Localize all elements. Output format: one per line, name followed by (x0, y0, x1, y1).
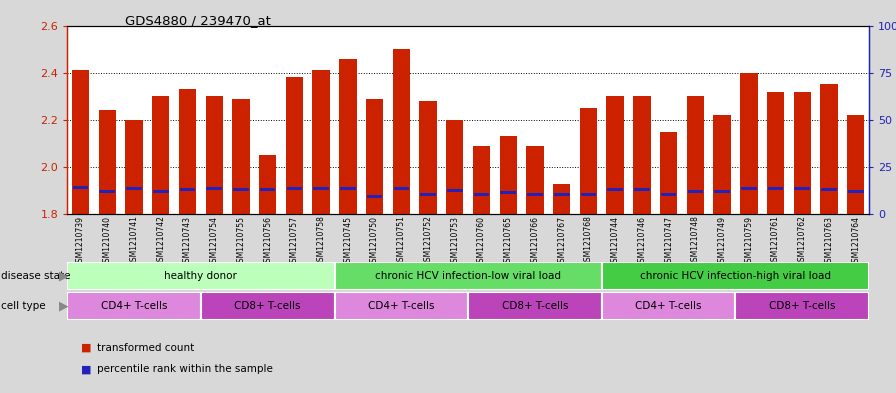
Text: transformed count: transformed count (97, 343, 194, 353)
Text: disease state: disease state (1, 271, 71, 281)
Text: ▶: ▶ (59, 299, 69, 313)
Bar (468, 292, 602, 320)
Text: chronic HCV infection-high viral load: chronic HCV infection-high viral load (640, 271, 831, 281)
Bar (259, 155, 276, 214)
Bar (392, 49, 410, 214)
Text: GDS4880 / 239470_at: GDS4880 / 239470_at (125, 14, 271, 27)
Bar (822, 188, 837, 191)
Bar (501, 191, 516, 195)
Bar (313, 70, 330, 214)
Bar (152, 96, 169, 214)
Bar (67, 262, 334, 290)
Bar (821, 84, 838, 214)
Bar (713, 115, 731, 214)
Text: cell type: cell type (1, 301, 46, 311)
Text: healthy donor: healthy donor (164, 271, 237, 281)
Bar (201, 292, 334, 320)
Bar (286, 77, 303, 214)
Bar (794, 92, 811, 214)
Bar (314, 187, 329, 190)
Bar (67, 292, 201, 320)
Bar (848, 190, 864, 193)
Bar (607, 188, 623, 191)
Bar (180, 188, 195, 191)
Text: CD4+ T-cells: CD4+ T-cells (368, 301, 435, 311)
Bar (602, 292, 736, 320)
Bar (206, 187, 222, 190)
Bar (500, 136, 517, 214)
Bar (768, 187, 783, 190)
Bar (602, 262, 869, 290)
Bar (660, 132, 677, 214)
Text: CD8+ T-cells: CD8+ T-cells (502, 301, 568, 311)
Bar (233, 188, 249, 191)
Bar (447, 189, 462, 192)
Bar (736, 292, 869, 320)
Text: CD8+ T-cells: CD8+ T-cells (769, 301, 836, 311)
Bar (661, 193, 676, 196)
Bar (714, 190, 730, 193)
Bar (153, 190, 168, 193)
Bar (334, 262, 602, 290)
Bar (474, 193, 489, 196)
Bar (581, 193, 596, 196)
Bar (607, 96, 624, 214)
Bar (767, 92, 784, 214)
Text: ■: ■ (81, 343, 91, 353)
Bar (340, 59, 357, 214)
Bar (795, 187, 810, 190)
Bar (526, 146, 544, 214)
Bar (366, 99, 383, 214)
Bar (553, 184, 571, 214)
Bar (125, 120, 142, 214)
Bar (232, 99, 250, 214)
Bar (686, 96, 704, 214)
Text: chronic HCV infection-low viral load: chronic HCV infection-low viral load (375, 271, 561, 281)
Text: ▶: ▶ (59, 269, 69, 283)
Bar (633, 96, 650, 214)
Text: CD8+ T-cells: CD8+ T-cells (235, 301, 301, 311)
Bar (72, 70, 90, 214)
Bar (419, 101, 436, 214)
Text: CD4+ T-cells: CD4+ T-cells (100, 301, 168, 311)
Bar (554, 193, 570, 196)
Bar (741, 187, 756, 190)
Bar (847, 115, 865, 214)
Bar (340, 187, 356, 190)
Bar (205, 96, 223, 214)
Bar (740, 73, 757, 214)
Text: ■: ■ (81, 364, 91, 375)
Bar (260, 188, 275, 191)
Bar (580, 108, 597, 214)
Bar (366, 195, 383, 198)
Bar (179, 89, 196, 214)
Bar (634, 188, 650, 191)
Bar (687, 190, 703, 193)
Text: percentile rank within the sample: percentile rank within the sample (97, 364, 272, 375)
Bar (99, 110, 116, 214)
Bar (287, 187, 302, 190)
Bar (393, 187, 409, 190)
Bar (334, 292, 468, 320)
Text: CD4+ T-cells: CD4+ T-cells (635, 301, 702, 311)
Bar (527, 193, 543, 196)
Bar (126, 187, 142, 190)
Bar (420, 193, 435, 196)
Bar (473, 146, 490, 214)
Bar (446, 120, 463, 214)
Bar (99, 190, 115, 193)
Bar (73, 185, 89, 189)
